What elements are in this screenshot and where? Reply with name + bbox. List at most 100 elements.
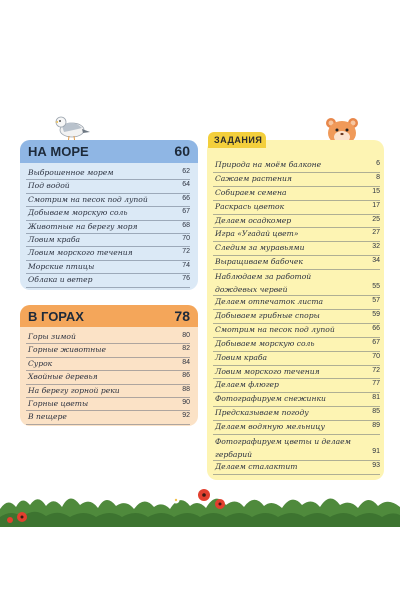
list-item[interactable]: Добываем морскую соль 67 bbox=[213, 338, 380, 352]
mountains-section-page: 78 bbox=[174, 308, 190, 324]
list-item-label: Фотографируем снежинки bbox=[215, 394, 326, 404]
seagull-illustration bbox=[55, 116, 90, 145]
list-item[interactable]: Сурок 84 bbox=[26, 358, 190, 372]
list-item-label: Добываем морскую соль bbox=[28, 208, 128, 218]
list-item[interactable]: Хвойные деревья 86 bbox=[26, 371, 190, 385]
list-item-label: Делаем сталактит bbox=[215, 462, 298, 472]
list-item-label: Ловим морского течения bbox=[215, 366, 320, 376]
list-item[interactable]: Фотографируем цветы и делаем гербарий 91 bbox=[213, 435, 380, 462]
list-item[interactable]: В пещере 92 bbox=[26, 411, 190, 425]
sea-section-page: 60 bbox=[174, 143, 190, 159]
list-item-page: 6 bbox=[376, 160, 380, 167]
list-item-page: 76 bbox=[182, 275, 190, 283]
mountains-section-header: В ГОРАХ 78 bbox=[20, 305, 198, 327]
list-item[interactable]: Следим за муравьями 32 bbox=[213, 242, 380, 257]
list-item-page: 70 bbox=[372, 352, 380, 360]
list-item[interactable]: Делаем осадкомер 25 bbox=[213, 215, 380, 229]
list-item-page: 74 bbox=[182, 261, 190, 269]
mountains-section-list: Горы зимой 80 Горные животные 82 Сурок 84 Х… bbox=[26, 331, 190, 425]
list-item[interactable]: Раскрась цветок 17 bbox=[213, 201, 380, 215]
list-item-page: 82 bbox=[182, 345, 190, 353]
list-item-page: 90 bbox=[182, 398, 190, 406]
list-item[interactable]: Животные на берегу моря 68 bbox=[26, 221, 190, 234]
list-item[interactable]: Делаем сталактит 93 bbox=[213, 461, 380, 475]
list-item[interactable]: Добываем морскую соль 67 bbox=[26, 207, 190, 221]
list-item[interactable]: Собираем семена 15 bbox=[213, 187, 380, 201]
list-item-page: 91 bbox=[372, 448, 380, 456]
list-item[interactable]: Горные цветы 90 bbox=[26, 398, 190, 412]
list-item-page: 34 bbox=[372, 257, 380, 265]
list-item-label: Природа на моём балконе bbox=[215, 160, 322, 169]
list-item-page: 8 bbox=[376, 173, 380, 181]
list-item-label: В пещере bbox=[28, 412, 67, 422]
list-item-page: 86 bbox=[182, 372, 190, 380]
list-item[interactable]: Облака и ветер 76 bbox=[26, 274, 190, 288]
grass-and-poppies-illustration bbox=[0, 489, 400, 527]
list-item-page: 55 bbox=[372, 283, 380, 291]
list-item-page: 72 bbox=[372, 366, 380, 374]
list-item-label: Морские птицы bbox=[28, 261, 95, 271]
list-item-page: 17 bbox=[372, 201, 380, 209]
list-item[interactable]: Фотографируем снежинки 81 bbox=[213, 393, 380, 408]
list-item-label: Делаем флюгер bbox=[215, 380, 279, 390]
list-item-label: На берегу горной реки bbox=[28, 385, 120, 395]
list-item-label: Горные цветы bbox=[28, 398, 89, 408]
list-item[interactable]: Ловим морского течения 72 bbox=[26, 247, 190, 261]
list-item[interactable]: Ловим краба 70 bbox=[26, 234, 190, 248]
list-item[interactable]: Добываем грибные споры 59 bbox=[213, 310, 380, 324]
tasks-section-title: ЗАДАНИЯ bbox=[214, 135, 263, 145]
list-item[interactable]: Делаем флюгер 77 bbox=[213, 379, 380, 394]
list-item-label: Добываем грибные споры bbox=[215, 311, 320, 321]
list-item-label: Наблюдаем за работой дождевых червей bbox=[215, 272, 312, 294]
mountains-section-card: В ГОРАХ 78 Горы зимой 80 Горные животные 8… bbox=[20, 305, 198, 426]
list-item-page: 92 bbox=[182, 412, 190, 420]
list-item-label: Животные на берегу моря bbox=[28, 221, 138, 231]
list-item-label: Фотографируем цветы и делаем гербарий bbox=[215, 437, 351, 459]
list-item-label: Ловим морского течения bbox=[28, 248, 133, 258]
sea-section-card: НА МОРЕ 60 Выброшенное морем 62 Под водой… bbox=[20, 140, 198, 290]
list-item[interactable]: Предсказываем погоду 85 bbox=[213, 407, 380, 422]
list-item[interactable]: Делаем водяную мельницу 89 bbox=[213, 421, 380, 436]
list-item[interactable]: Выброшенное морем 62 bbox=[26, 167, 190, 181]
list-item[interactable]: На берегу горной реки 88 bbox=[26, 385, 190, 398]
list-item-label: Облака и ветер bbox=[28, 275, 93, 285]
list-item-page: 93 bbox=[372, 462, 380, 470]
list-item[interactable]: Сажаем растения 8 bbox=[213, 173, 380, 187]
list-item-page: 66 bbox=[372, 324, 380, 332]
list-item-label: Смотрим на песок под лупой bbox=[215, 324, 335, 334]
list-item-page: 62 bbox=[182, 168, 190, 175]
list-item[interactable]: Игра «Угадай цвет» 27 bbox=[213, 228, 380, 243]
list-item[interactable]: Горные животные 82 bbox=[26, 344, 190, 358]
list-item-label: Ловим краба bbox=[215, 352, 268, 362]
list-item-page: 80 bbox=[182, 332, 190, 339]
list-item-label: Собираем семена bbox=[215, 187, 287, 197]
list-item[interactable]: Наблюдаем за работой дождевых червей 55 bbox=[213, 270, 380, 297]
list-item-page: 68 bbox=[182, 221, 190, 229]
list-item-page: 85 bbox=[372, 408, 380, 416]
list-item-label: Игра «Угадай цвет» bbox=[215, 229, 299, 239]
list-item[interactable]: Природа на моём балконе 6 bbox=[213, 159, 380, 173]
list-item-label: Выброшенное морем bbox=[28, 168, 114, 177]
mountains-section-title: В ГОРАХ bbox=[28, 309, 84, 324]
list-item-page: 27 bbox=[372, 229, 380, 237]
list-item[interactable]: Горы зимой 80 bbox=[26, 331, 190, 345]
list-item-label: Делаем водяную мельницу bbox=[215, 422, 325, 432]
list-item-label: Хвойные деревья bbox=[28, 372, 98, 382]
list-item[interactable]: Под водой 64 bbox=[26, 180, 190, 194]
list-item[interactable]: Ловим краба 70 bbox=[213, 352, 380, 366]
list-item[interactable]: Делаем отпечаток листа 57 bbox=[213, 296, 380, 311]
list-item[interactable]: Смотрим на песок под лупой 66 bbox=[213, 324, 380, 338]
list-item-label: Сурок bbox=[28, 358, 53, 368]
list-item-label: Предсказываем погоду bbox=[215, 408, 309, 418]
list-item-label: Добываем морскую соль bbox=[215, 338, 315, 348]
list-item[interactable]: Морские птицы 74 bbox=[26, 261, 190, 275]
list-item-label: Под водой bbox=[28, 181, 70, 191]
list-item-page: 15 bbox=[372, 187, 380, 195]
tasks-section-list: Природа на моём балконе 6 Сажаем растения… bbox=[213, 159, 380, 475]
tasks-section-header: ЗАДАНИЯ bbox=[208, 132, 266, 148]
list-item[interactable]: Ловим морского течения 72 bbox=[213, 366, 380, 380]
list-item-page: 84 bbox=[182, 358, 190, 366]
list-item[interactable]: Смотрим на песок под лупой 66 bbox=[26, 194, 190, 208]
list-item[interactable]: Выращиваем бабочек 34 bbox=[213, 256, 380, 271]
